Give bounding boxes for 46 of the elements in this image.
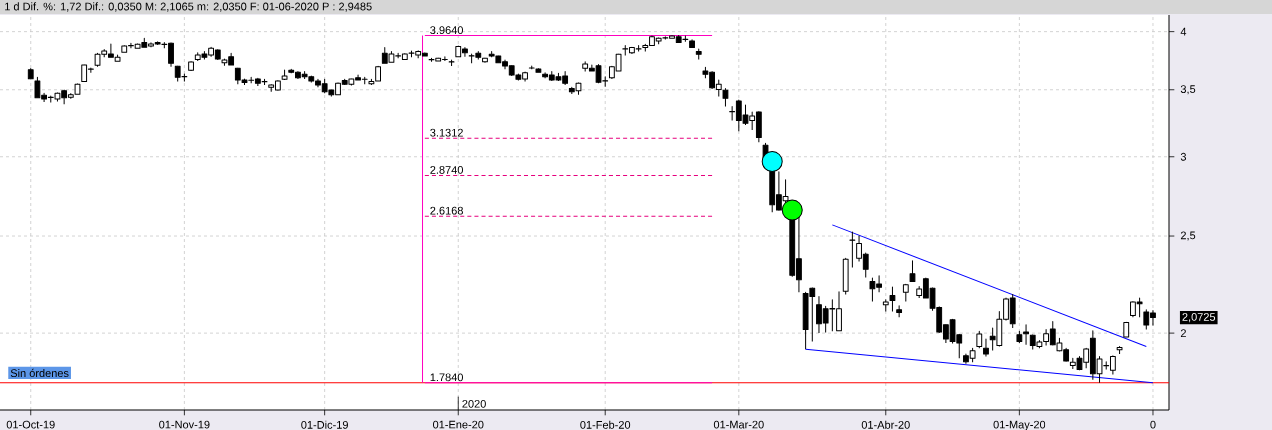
candlestick [448,59,455,67]
text: 2,0725 [1182,313,1216,323]
candlestick [722,87,729,108]
series-label: 2.6168 [430,206,463,215]
x-tick-label: 01-Dic-19 [301,420,348,429]
candlestick [976,330,983,349]
series-label: 3.9640 [430,26,463,35]
x-tick-label: 01-Ene-20 [433,420,484,429]
candlestick [375,65,381,82]
candlestick [1016,330,1023,344]
candlestick [842,257,849,295]
x-tick-label: 01-Feb-20 [580,420,631,429]
candlestick [882,299,889,312]
series-label: 1.7840 [430,373,463,382]
annotation: 2020 [462,399,486,408]
candlestick [889,286,896,312]
series-label: 2.8740 [430,166,463,174]
x-tick-label: 0 [1150,420,1156,429]
y-tick-label: 3 [1180,152,1187,161]
candlestick [1123,321,1130,339]
candlestick [896,305,903,318]
series-label: 3.1312 [430,128,463,137]
candlestick [188,60,194,72]
y-tick-label: 2,5 [1180,231,1196,241]
candlestick [1116,345,1123,355]
x-tick-label: 01-Nov-19 [159,420,210,429]
x-tick-label: 01-Abr-20 [861,420,910,429]
candlestick [368,78,375,86]
chart-title: 1 d Dif. %: 1,72 Dif.: 0,0350 M: 2,1065 m: 2,0350 F: 01-06-2020 P : 2,9485 [5,2,372,12]
x-tick-label: 01-May-20 [993,420,1046,430]
candlestick [281,69,288,81]
candlestick [1023,324,1029,346]
y-tick-label: 3,5 [1180,85,1196,95]
y-tick-label: 4 [1180,27,1187,36]
x-tick-label: 01-Oct-19 [6,420,55,429]
candlestick [849,231,856,269]
candlestick [482,57,488,64]
x-tick-label: 01-Mar-20 [713,420,764,429]
candlestick [689,39,695,49]
candlestick [983,338,989,357]
annotation: Sin órdenes [10,368,69,378]
candlestick [909,260,916,283]
candlestick [902,283,909,302]
y-tick-label: 2 [1180,329,1186,337]
candlestick [695,48,702,61]
candlestick [27,68,34,80]
